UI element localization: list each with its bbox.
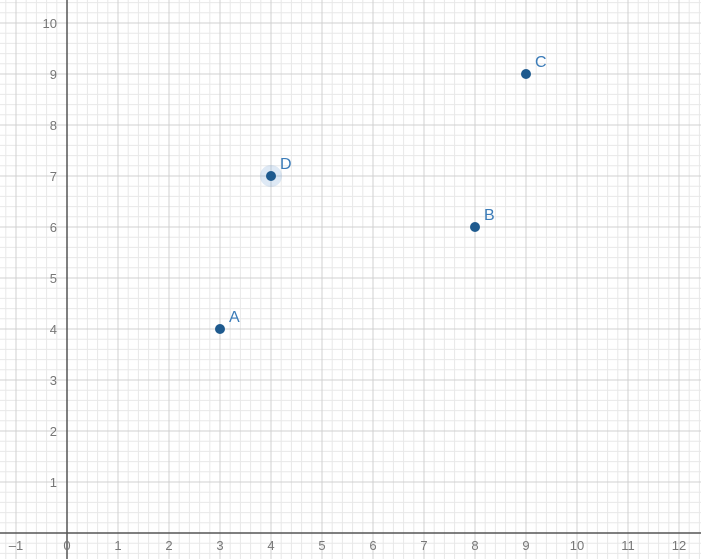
point-dot: [215, 324, 225, 334]
point-label: A: [229, 309, 240, 326]
x-tick-label: 4: [267, 538, 274, 553]
x-tick-label: 10: [570, 538, 584, 553]
x-tick-label: 5: [318, 538, 325, 553]
y-tick-label: 10: [43, 16, 57, 31]
y-tick-label: 9: [50, 67, 57, 82]
point-dot: [470, 222, 480, 232]
x-tick-label: –1: [9, 538, 23, 553]
chart-svg: 0123456789101112–1 12345678910 ABCD: [0, 0, 701, 559]
point-label: C: [535, 54, 547, 71]
x-tick-label: 3: [216, 538, 223, 553]
x-tick-label: 6: [369, 538, 376, 553]
point-B[interactable]: B: [470, 207, 495, 232]
y-tick-label: 6: [50, 220, 57, 235]
x-tick-label: 12: [672, 538, 686, 553]
point-label: B: [484, 207, 495, 224]
point-C[interactable]: C: [521, 54, 547, 79]
y-axis-labels: 1 2 3 4 5 6 7 8 9 10: [43, 16, 57, 490]
point-dot: [266, 171, 276, 181]
y-tick-label: 8: [50, 118, 57, 133]
x-tick-label: 0: [63, 538, 70, 553]
x-tick-label: 1: [114, 538, 121, 553]
x-tick-label: 8: [471, 538, 478, 553]
point-D[interactable]: D: [260, 156, 292, 187]
points-group: A B C D: [215, 54, 547, 334]
y-tick-label: 5: [50, 271, 57, 286]
x-tick-label: 11: [621, 538, 635, 553]
point-A[interactable]: A: [215, 309, 240, 334]
y-tick-label: 7: [50, 169, 57, 184]
x-tick-label: 2: [165, 538, 172, 553]
point-label: D: [280, 156, 292, 173]
point-dot: [521, 69, 531, 79]
y-tick-label: 1: [50, 475, 57, 490]
y-tick-label: 4: [50, 322, 57, 337]
y-tick-label: 3: [50, 373, 57, 388]
x-axis-labels: 0123456789101112–1: [9, 538, 686, 553]
y-tick-label: 2: [50, 424, 57, 439]
minor-grid: [0, 0, 701, 559]
coordinate-plane-chart: 0123456789101112–1 12345678910 ABCD: [0, 0, 701, 559]
x-tick-label: 7: [420, 538, 427, 553]
x-tick-label: 9: [522, 538, 529, 553]
